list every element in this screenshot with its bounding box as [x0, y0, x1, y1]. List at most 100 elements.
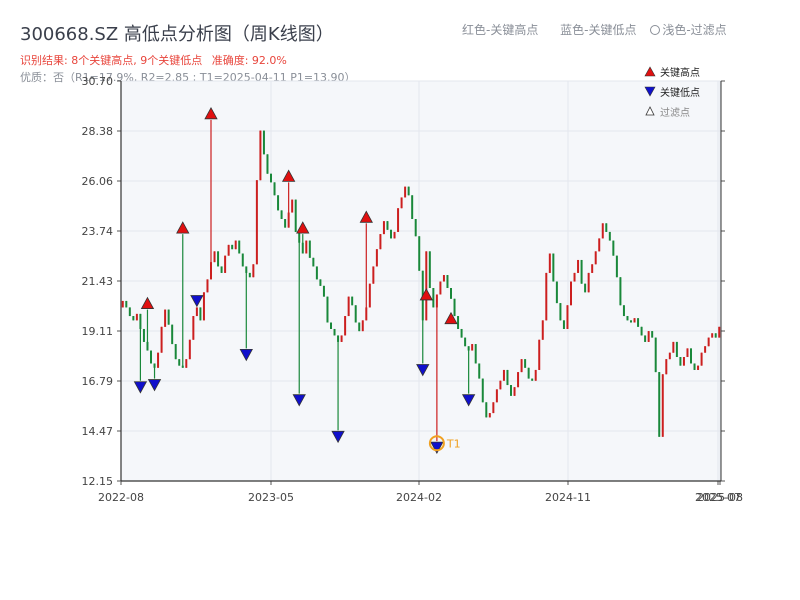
candle: [287, 182, 290, 228]
candle: [428, 251, 431, 289]
candle: [612, 240, 615, 256]
key-low-marker: [416, 364, 430, 377]
candle-body: [672, 341, 675, 353]
candle: [312, 257, 315, 267]
candle-body: [344, 316, 347, 336]
candle: [517, 372, 520, 388]
candle-body: [390, 229, 392, 239]
candle-body: [340, 335, 343, 342]
candle: [273, 182, 276, 196]
candle-body: [654, 337, 657, 373]
candle: [591, 264, 594, 273]
candle: [439, 281, 442, 295]
candle: [488, 413, 491, 418]
candle-body: [506, 369, 509, 386]
candle-body: [517, 372, 520, 388]
candle-body: [615, 255, 618, 278]
candle-body: [195, 307, 198, 317]
candle: [319, 279, 322, 286]
candle-body: [697, 365, 700, 370]
candle-body: [368, 283, 371, 308]
candle: [411, 195, 414, 220]
candle: [453, 298, 456, 317]
candle: [245, 266, 248, 349]
candle-body: [128, 307, 131, 317]
candle-body: [284, 219, 287, 228]
candle: [630, 320, 632, 323]
candle-body: [224, 255, 227, 273]
y-tick-label: 23.74: [82, 225, 114, 238]
candle: [520, 359, 523, 373]
candle-body: [552, 253, 555, 282]
candle-body: [626, 316, 629, 321]
candle: [330, 322, 332, 329]
y-tick-label: 14.47: [82, 425, 114, 438]
candle-body: [273, 182, 276, 196]
candle-body: [707, 337, 710, 347]
candle-body: [665, 359, 668, 375]
candle: [467, 346, 470, 394]
candle: [404, 186, 407, 198]
candle-body: [347, 296, 350, 317]
candle: [294, 199, 297, 232]
y-tick-label: 28.38: [82, 125, 114, 138]
candle-body: [492, 402, 495, 414]
candle: [171, 324, 174, 345]
candle-body: [202, 292, 205, 321]
candle-body: [675, 341, 678, 358]
candle: [682, 357, 685, 366]
candle-body: [248, 272, 251, 278]
candle: [672, 341, 675, 353]
candle: [220, 266, 223, 273]
candle-body: [266, 154, 269, 174]
t1-label: T1: [446, 437, 461, 450]
candle: [675, 341, 678, 358]
candle-body: [337, 335, 340, 342]
candle-body: [298, 231, 301, 243]
legend-filtered-label: 过滤点: [660, 106, 690, 119]
candle: [414, 219, 417, 237]
candle-body: [157, 352, 160, 368]
candle: [435, 294, 438, 442]
candle: [150, 350, 152, 364]
candle-body: [308, 240, 311, 258]
candle: [714, 333, 717, 338]
candle-body: [361, 320, 364, 332]
candle: [457, 316, 460, 329]
legend-low-icon: [644, 86, 656, 97]
candle: [157, 352, 160, 368]
candle-body: [171, 324, 174, 345]
candle-body: [270, 173, 272, 183]
candle-body: [245, 266, 248, 273]
candle-body: [580, 259, 583, 284]
y-tick-label: 26.06: [82, 175, 114, 188]
candle-body: [488, 413, 491, 418]
candle: [280, 210, 283, 220]
candle-body: [354, 305, 357, 323]
candle: [665, 359, 668, 375]
candle-body: [686, 348, 689, 358]
candle-body: [594, 251, 597, 265]
candle-body: [591, 264, 594, 273]
candle: [333, 328, 336, 336]
candle-body: [153, 363, 156, 368]
candle-body: [199, 307, 202, 321]
candle: [337, 335, 340, 431]
candle: [499, 380, 502, 390]
candle: [718, 326, 721, 338]
candle-body: [358, 322, 361, 332]
candle: [132, 316, 135, 321]
candle-body: [146, 341, 149, 351]
x-tick-label: 2025-07: [695, 491, 741, 504]
candle: [502, 369, 505, 381]
candle: [651, 331, 654, 338]
y-tick-label: 16.79: [82, 375, 114, 388]
candle-body: [393, 231, 396, 239]
key-low-marker: [430, 441, 444, 454]
candle: [562, 320, 565, 329]
candle-body: [605, 223, 608, 232]
t1-marker: [428, 435, 445, 452]
candle: [128, 307, 131, 317]
candle-body: [386, 221, 389, 230]
candle: [238, 240, 241, 254]
